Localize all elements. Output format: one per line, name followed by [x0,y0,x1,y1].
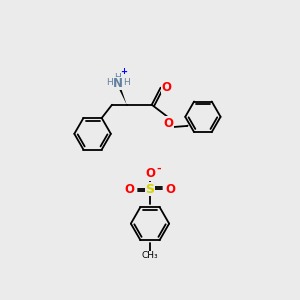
Text: O: O [164,116,173,130]
Text: CH₃: CH₃ [142,251,158,260]
Text: O: O [161,81,171,94]
Text: N: N [113,77,123,90]
Text: H: H [106,78,113,87]
Text: -: - [156,164,160,173]
Text: Ṅ: Ṅ [114,79,122,88]
Text: S: S [146,183,154,196]
Text: +: + [120,67,127,76]
Text: H: H [123,78,130,87]
Text: O: O [166,183,176,196]
Polygon shape [116,83,127,105]
Text: O: O [124,183,134,196]
Text: H: H [115,73,121,82]
Text: O: O [145,167,155,180]
